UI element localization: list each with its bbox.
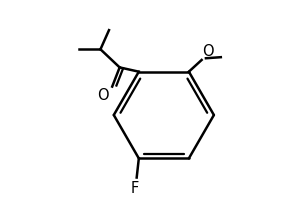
- Text: F: F: [130, 181, 139, 196]
- Text: O: O: [98, 88, 109, 103]
- Text: O: O: [202, 44, 214, 59]
